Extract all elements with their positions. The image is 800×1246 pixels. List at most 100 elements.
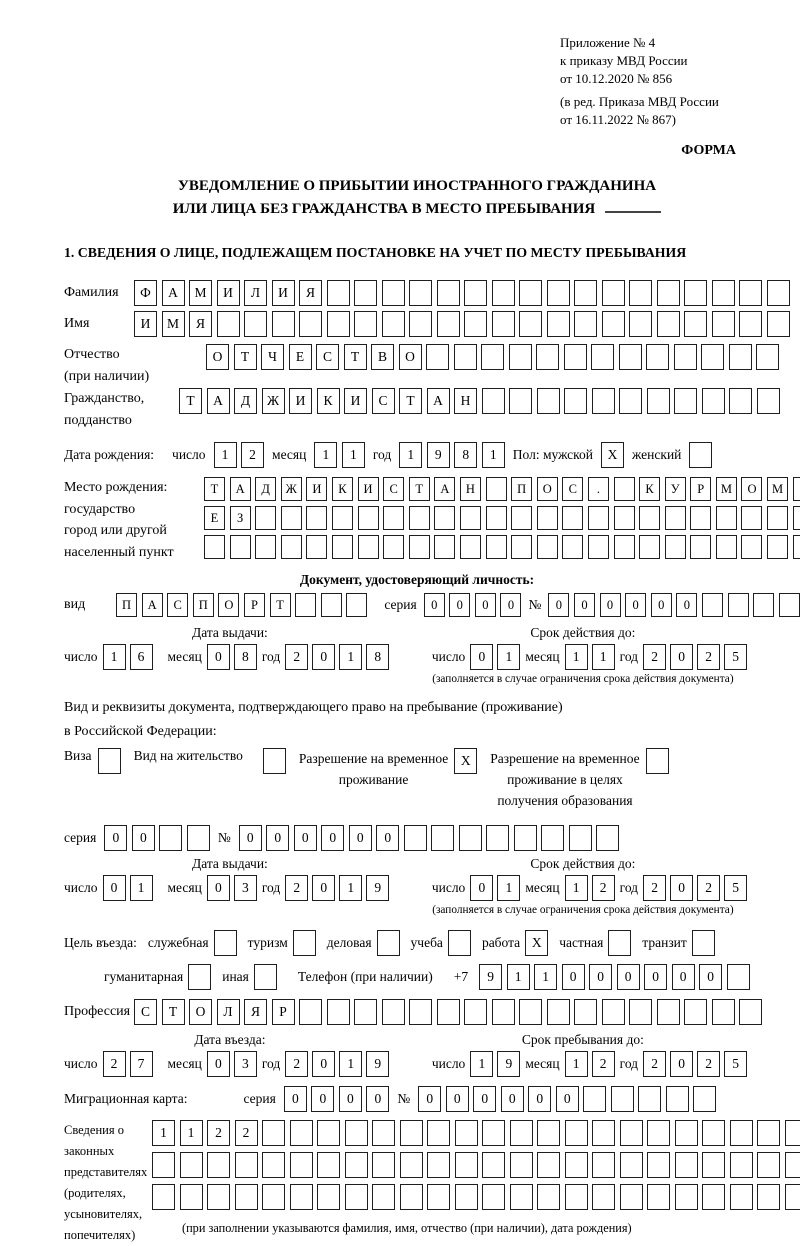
char-cell (757, 1152, 780, 1178)
sex-male-checkbox[interactable]: X (601, 442, 624, 468)
purpose-other-checkbox[interactable] (254, 964, 277, 990)
entry-date-heading: Дата въезда: (64, 1032, 396, 1048)
visa-option: Виза (64, 748, 121, 774)
section1-heading: 1. СВЕДЕНИЯ О ЛИЦЕ, ПОДЛЕЖАЩЕМ ПОСТАНОВК… (64, 245, 770, 261)
temp-residence-checkbox[interactable]: X (454, 748, 477, 774)
char-cell (647, 1184, 670, 1210)
char-cell (317, 1120, 340, 1146)
purpose-work-checkbox[interactable]: X (525, 930, 548, 956)
purpose-private: частная (559, 930, 631, 956)
char-cell (565, 1120, 588, 1146)
res-doc-intro: Вид и реквизиты документа, подтверждающе… (64, 696, 770, 744)
char-cell (547, 999, 570, 1025)
purpose-private-checkbox[interactable] (608, 930, 631, 956)
first-name-label: Имя (64, 316, 134, 332)
representatives-cells-row2[interactable] (152, 1152, 800, 1178)
representatives-label-line6: попечителях) (64, 1228, 135, 1242)
char-cell (214, 930, 237, 956)
visa-checkbox[interactable] (98, 748, 121, 774)
char-cell (263, 748, 286, 774)
sex-female-checkbox[interactable] (689, 442, 712, 468)
char-cell: X (454, 748, 477, 774)
char-cell: И (134, 311, 157, 337)
char-cell: 1 (130, 875, 153, 901)
char-cell (427, 1152, 450, 1178)
purpose-business-checkbox[interactable] (377, 930, 400, 956)
temp-residence-edu-checkbox[interactable] (646, 748, 669, 774)
char-cell (235, 1152, 258, 1178)
char-cell: М (189, 280, 212, 306)
char-cell (486, 825, 509, 851)
char-cell: Е (289, 344, 312, 370)
year-label: год (620, 1056, 638, 1072)
residence-permit-checkbox[interactable] (263, 748, 286, 774)
birth-place-cells-row3[interactable] (204, 535, 800, 559)
patronymic-label-line2: (при наличии) (64, 369, 149, 384)
char-cell (602, 999, 625, 1025)
char-cell (564, 344, 587, 370)
char-cell (739, 280, 762, 306)
representatives-cells-row3[interactable] (152, 1184, 800, 1210)
char-cell: С (562, 477, 583, 501)
char-cell (482, 1152, 505, 1178)
char-cell (701, 344, 724, 370)
char-cell: Н (460, 477, 481, 501)
char-cell (541, 825, 564, 851)
purpose-transit-checkbox[interactable] (692, 930, 715, 956)
char-cell: 0 (562, 964, 585, 990)
char-cell (354, 999, 377, 1025)
char-cell: 1 (339, 644, 362, 670)
purpose-tourism: туризм (248, 930, 316, 956)
char-cell (382, 311, 405, 337)
char-cell (592, 1184, 615, 1210)
representatives-label-line1: Сведения о (64, 1123, 124, 1137)
char-cell (431, 825, 454, 851)
purpose-official-checkbox[interactable] (214, 930, 237, 956)
purpose-tourism-checkbox[interactable] (293, 930, 316, 956)
char-cell (684, 280, 707, 306)
char-cell: 6 (130, 644, 153, 670)
purpose-study-checkbox[interactable] (448, 930, 471, 956)
char-cell: 1 (482, 442, 505, 468)
char-cell: 0 (600, 593, 621, 617)
char-cell (614, 477, 635, 501)
purpose-humanitarian-checkbox[interactable] (188, 964, 211, 990)
